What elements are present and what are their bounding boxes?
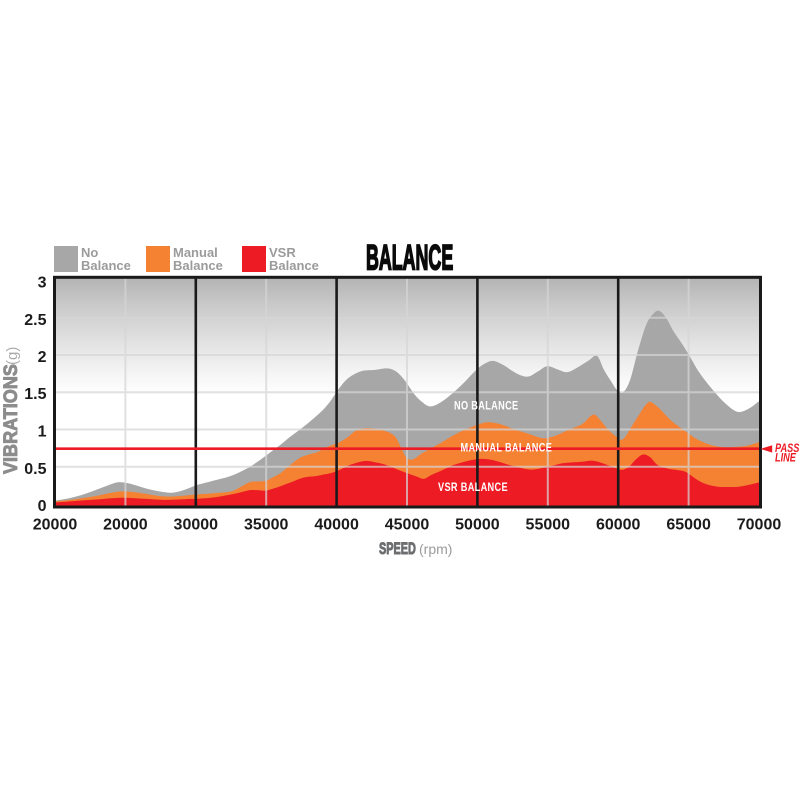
svg-text:20000: 20000 bbox=[103, 517, 148, 534]
svg-text:NO BALANCE: NO BALANCE bbox=[454, 400, 518, 412]
svg-text:VIBRATIONS: VIBRATIONS bbox=[0, 364, 21, 474]
svg-text:Balance: Balance bbox=[269, 258, 319, 273]
svg-text:Balance: Balance bbox=[81, 258, 131, 273]
svg-text:2: 2 bbox=[38, 349, 47, 366]
svg-text:1.5: 1.5 bbox=[24, 386, 46, 403]
svg-text:BALANCE: BALANCE bbox=[366, 238, 453, 277]
svg-text:65000: 65000 bbox=[666, 517, 711, 534]
svg-text:VSR: VSR bbox=[269, 245, 296, 260]
svg-text:Manual: Manual bbox=[173, 245, 218, 260]
svg-text:55000: 55000 bbox=[526, 517, 571, 534]
svg-text:30000: 30000 bbox=[174, 517, 219, 534]
svg-text:60000: 60000 bbox=[596, 517, 641, 534]
svg-text:No: No bbox=[81, 245, 98, 260]
svg-text:0: 0 bbox=[38, 498, 47, 515]
svg-text:70000: 70000 bbox=[737, 517, 782, 534]
svg-text:(g): (g) bbox=[4, 347, 21, 365]
svg-text:45000: 45000 bbox=[385, 517, 430, 534]
svg-text:SPEED: SPEED bbox=[379, 540, 416, 559]
svg-text:(rpm): (rpm) bbox=[419, 541, 452, 557]
svg-text:35000: 35000 bbox=[244, 517, 289, 534]
svg-text:Balance: Balance bbox=[173, 258, 223, 273]
svg-text:2.5: 2.5 bbox=[24, 312, 46, 329]
svg-text:PASS: PASS bbox=[775, 443, 799, 455]
svg-text:1: 1 bbox=[38, 424, 47, 441]
svg-text:50000: 50000 bbox=[455, 517, 500, 534]
svg-text:MANUAL BALANCE: MANUAL BALANCE bbox=[461, 443, 553, 455]
svg-text:0.5: 0.5 bbox=[24, 461, 46, 478]
svg-text:20000: 20000 bbox=[33, 517, 78, 534]
svg-text:40000: 40000 bbox=[314, 517, 359, 534]
svg-text:VSR BALANCE: VSR BALANCE bbox=[438, 482, 508, 494]
svg-text:3: 3 bbox=[38, 275, 47, 292]
svg-text:LINE: LINE bbox=[775, 453, 797, 465]
